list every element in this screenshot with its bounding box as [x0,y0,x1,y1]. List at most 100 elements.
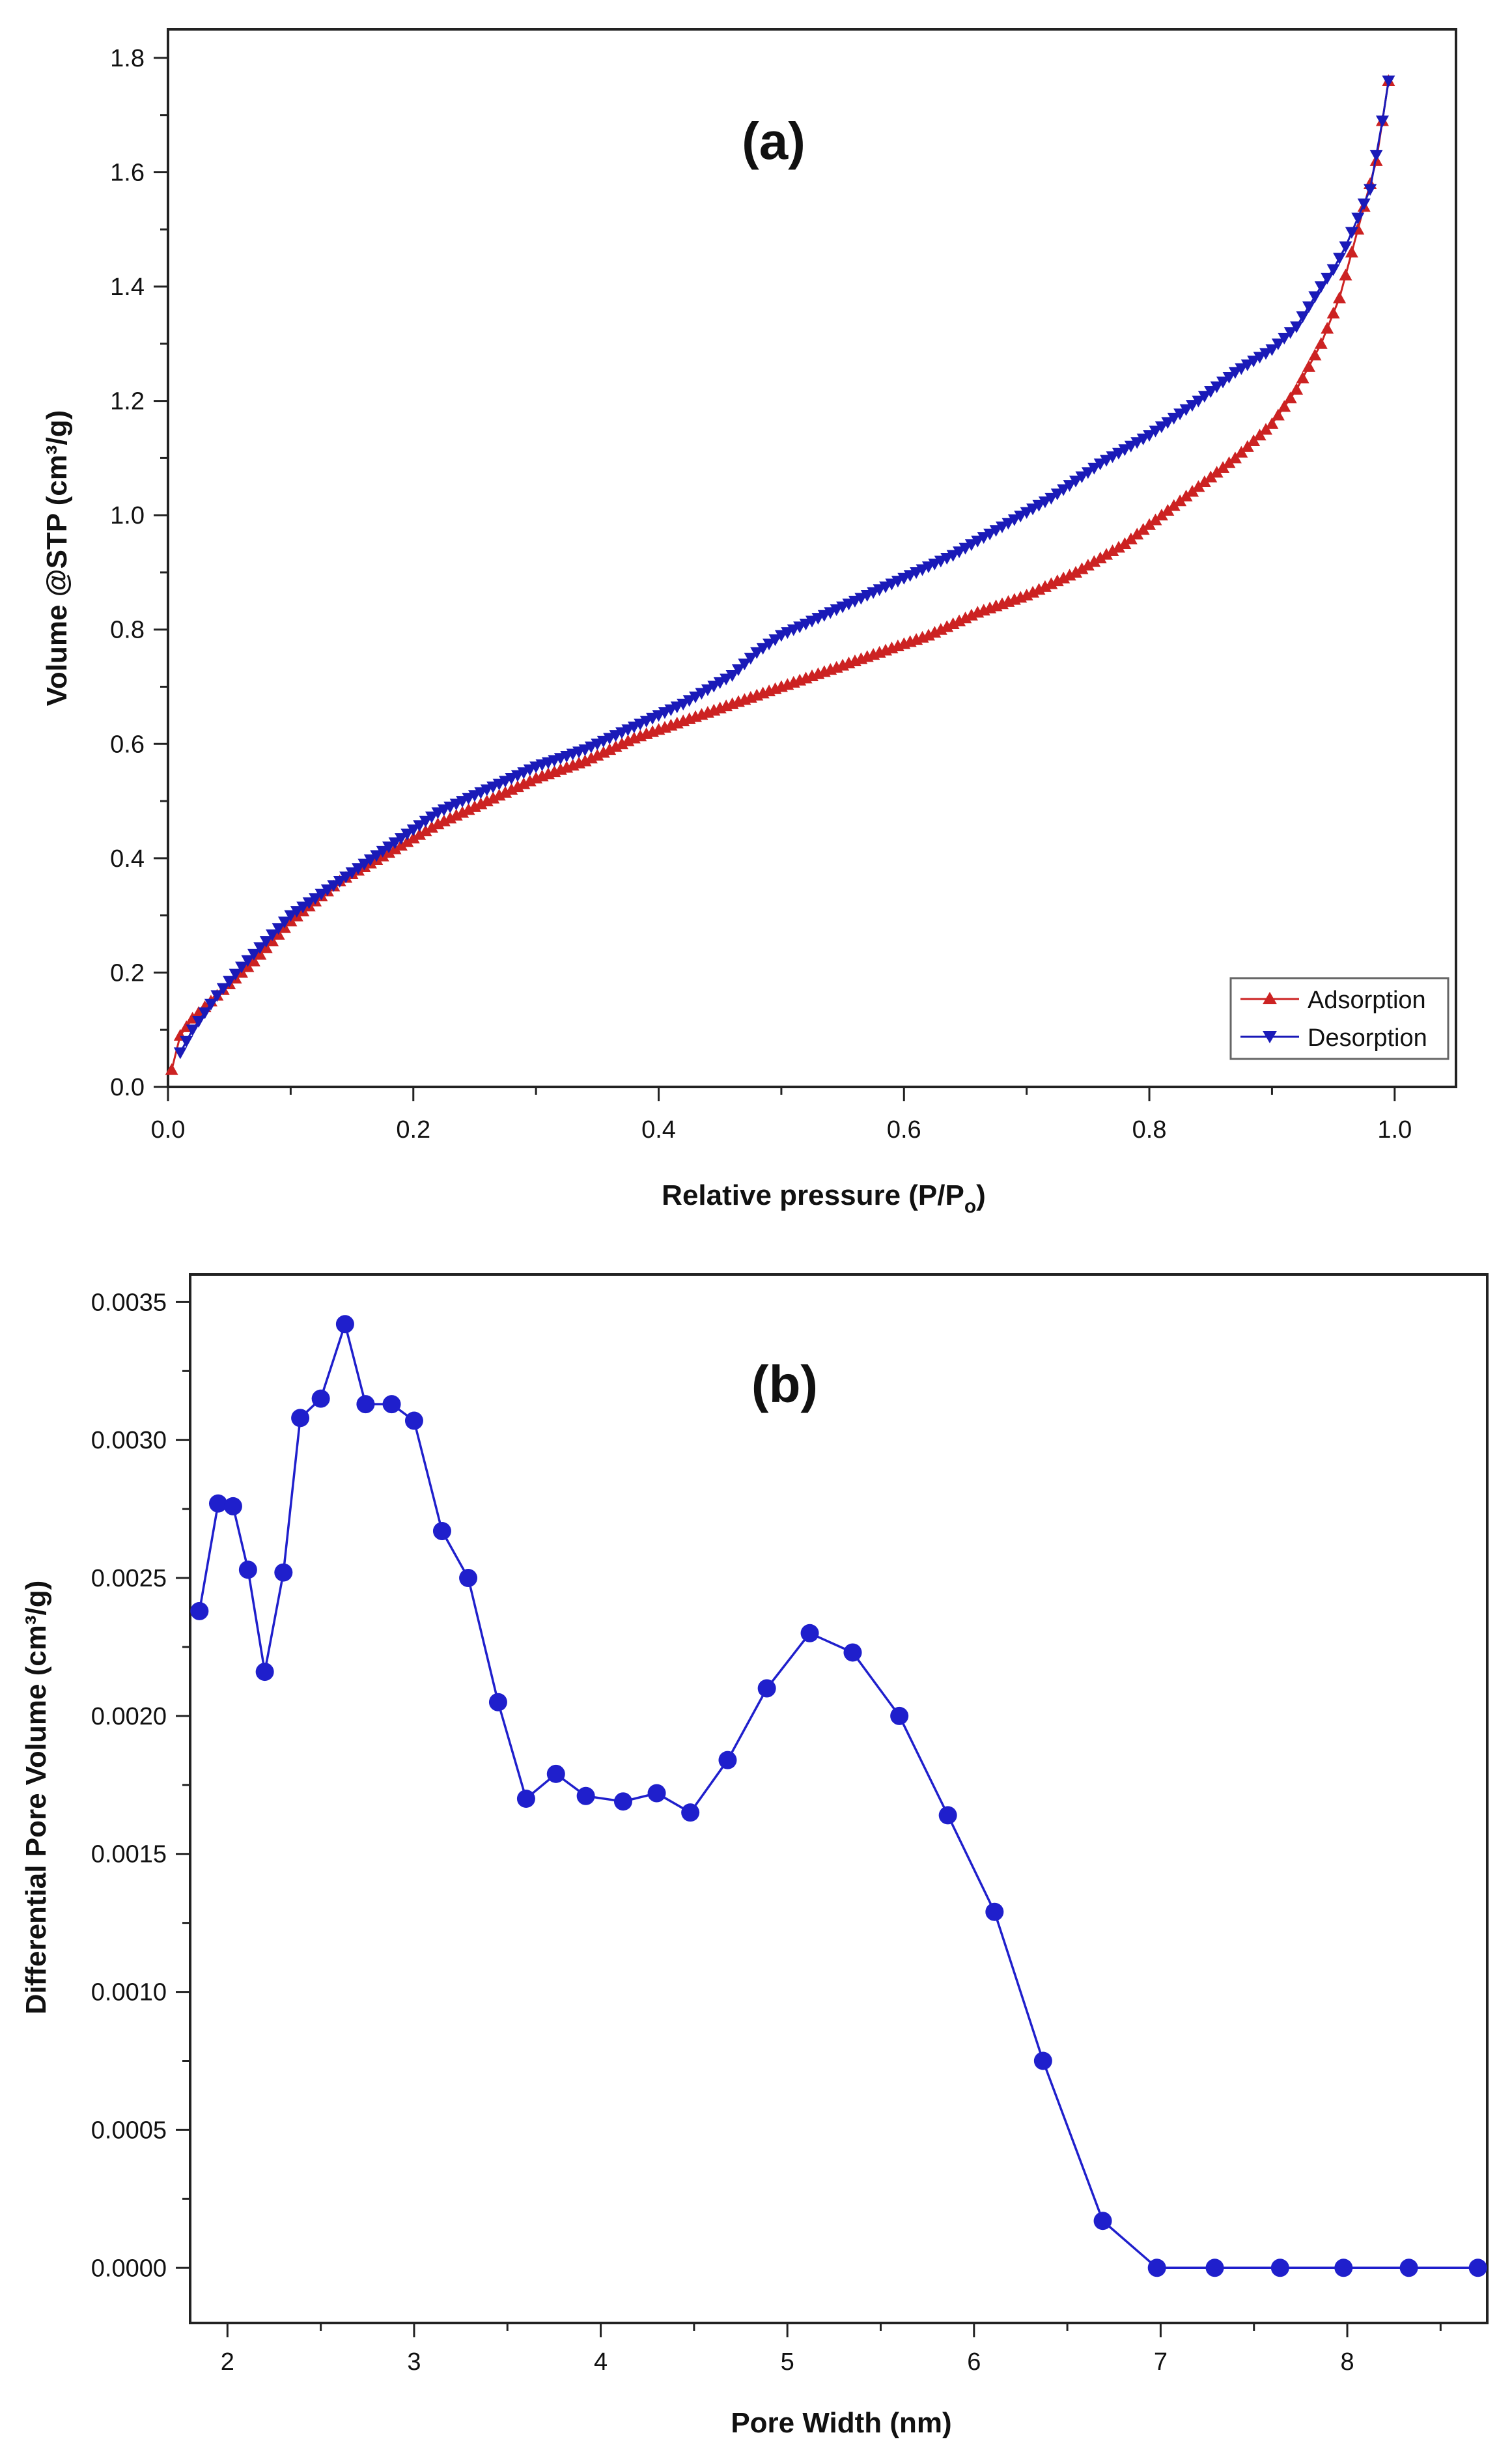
data-point-desorption [1020,507,1033,519]
data-point-desorption [695,688,708,700]
y-tick-label-a: 0.2 [110,959,145,987]
data-point-desorption [1216,376,1230,389]
x-tick-label-a: 0.0 [151,1116,186,1144]
data-point-desorption [774,630,788,642]
data-point-desorption [1228,367,1242,379]
data-point-adsorption [1345,246,1358,258]
data-point-desorption [768,634,782,647]
data-point-desorption [284,910,298,922]
data-point-desorption [1210,381,1224,393]
data-point-desorption [983,528,997,541]
data-point-desorption [406,824,420,836]
data-point-desorption [1149,425,1162,438]
data-point [985,1902,1004,1921]
data-point-desorption [1014,511,1028,523]
data-point-adsorption [1314,337,1328,349]
data-point [938,1806,957,1825]
x-axis-label-a-end: ) [976,1179,986,1211]
data-point-desorption [1247,356,1261,368]
data-point-desorption [763,638,776,651]
data-point-desorption [1235,363,1248,375]
data-point-desorption [1382,76,1395,88]
data-point [1205,2259,1224,2277]
y-axis-label-b: Differential Pore Volume (cm³/g) [20,1581,52,2015]
data-point-desorption [1044,492,1058,505]
data-point-desorption [1240,359,1254,371]
data-point-desorption [1296,311,1309,324]
data-point-adsorption [1290,383,1304,395]
y-tick-label-b: 0.0035 [91,1289,167,1316]
data-point-adsorption [1112,541,1125,553]
panel-b-pore-size-distribution: 2 3 4 5 6 7 8 0.0000 0.0005 0.0010 0.0015 0.0020 0.0… [20,1273,1489,2439]
data-point [335,1315,354,1334]
data-point [223,1497,242,1515]
data-point-desorption [302,897,316,909]
data-point-desorption [977,532,990,544]
data-point-desorption [689,691,703,703]
data-point-adsorption [1321,322,1334,334]
y-tick-label-a: 0.4 [110,845,145,873]
data-point-desorption [1308,291,1322,303]
data-point-desorption [413,820,427,832]
data-point-desorption [707,681,721,693]
y-tick-label-a: 1.8 [110,45,145,72]
data-point-desorption [1265,344,1279,356]
data-point [1033,2051,1052,2070]
data-point-desorption [272,923,285,935]
data-point [488,1693,507,1711]
plot-frame-a [167,28,1457,1088]
panel-a-adsorption-isotherm: 0.0 0.2 0.4 0.6 0.8 1.0 0.0 0.2 0.4 0.6 0.8 1.0 1.2 1… [41,28,1457,1217]
data-point-desorption [1112,447,1125,460]
data-point-adsorption [1302,359,1315,372]
data-point-desorption [1326,264,1340,276]
data-point-adsorption [1069,565,1083,578]
data-point-desorption [1321,272,1334,285]
data-point-desorption [277,916,291,929]
data-point-desorption [309,893,322,905]
data-point [1468,2259,1487,2277]
data-point-desorption [241,955,255,967]
data-point-desorption [1093,458,1107,471]
data-point-desorption [1161,417,1175,429]
data-point-desorption [192,1016,206,1028]
data-point-desorption [247,948,260,961]
x-axis-label-a-sub: o [964,1196,976,1217]
data-point-desorption [1130,437,1144,449]
data-point-adsorption [1210,466,1224,478]
data-point-adsorption [1124,532,1138,544]
x-tick-label-b: 3 [407,2348,421,2376]
data-point [311,1389,330,1408]
data-point-desorption [180,1035,193,1048]
x-tick-label-b: 8 [1340,2348,1354,2376]
data-point [190,1601,209,1620]
data-point-adsorption [1296,371,1309,384]
data-point-desorption [1333,253,1347,265]
data-point-desorption [953,546,966,559]
data-point-desorption [1032,500,1046,512]
data-point [404,1411,423,1430]
data-point-desorption [959,542,972,555]
data-point-adsorption [1087,555,1101,567]
axis-ticks-b: 2 3 4 5 6 7 8 0.0000 0.0005 0.0010 0.0015 0.0020 0.0… [91,1289,1442,2376]
data-point-desorption [315,888,328,901]
data-point-desorption [1253,352,1267,364]
data-point-adsorption [1308,348,1322,361]
data-point-desorption [376,845,389,858]
data-point-desorption [682,695,696,707]
data-point-desorption [1007,514,1021,526]
data-point-adsorption [1222,456,1236,468]
data-point-adsorption [1118,537,1132,550]
data-point-desorption [971,535,985,548]
y-tick-label-b: 0.0030 [91,1427,167,1454]
data-point-adsorption [1093,552,1107,563]
x-tick-label-b: 6 [967,2348,981,2376]
data-point-desorption [1063,480,1076,492]
data-point-desorption [173,1047,187,1060]
data-point-desorption [363,854,377,867]
data-point-adsorption [1216,461,1230,473]
data-point [576,1786,595,1805]
x-axis-label-a: Relative pressure (P/Po) [662,1179,986,1217]
data-point [613,1792,632,1811]
data-point-adsorption [1326,306,1340,318]
data-point [208,1494,227,1513]
